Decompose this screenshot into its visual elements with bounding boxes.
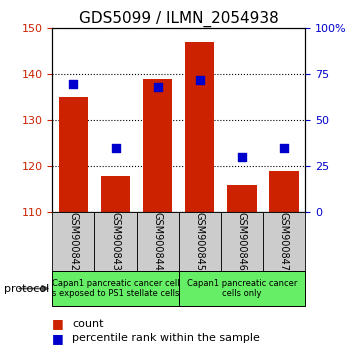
Bar	[52, 212, 95, 271]
Text: percentile rank within the sample: percentile rank within the sample	[72, 333, 260, 343]
Text: protocol: protocol	[4, 284, 49, 293]
Bar	[263, 212, 305, 271]
Bar	[179, 212, 221, 271]
Text: GSM900842: GSM900842	[68, 212, 78, 271]
Bar	[179, 271, 305, 306]
Point	[70, 81, 76, 86]
Bar	[185, 42, 214, 212]
Point	[197, 77, 203, 83]
Bar	[227, 185, 257, 212]
Point	[113, 145, 118, 151]
Text: Capan1 pancreatic cancer cell
s exposed to PS1 stellate cells: Capan1 pancreatic cancer cell s exposed …	[52, 279, 179, 298]
Text: count: count	[72, 319, 104, 329]
Bar	[136, 212, 179, 271]
Point	[281, 145, 287, 151]
Bar	[58, 97, 88, 212]
Text: GSM900843: GSM900843	[110, 212, 121, 271]
Bar	[101, 176, 130, 212]
Point	[239, 154, 245, 160]
Bar	[269, 171, 299, 212]
Text: Capan1 pancreatic cancer
cells only: Capan1 pancreatic cancer cells only	[187, 279, 297, 298]
Text: ■: ■	[52, 318, 64, 330]
Title: GDS5099 / ILMN_2054938: GDS5099 / ILMN_2054938	[79, 11, 279, 27]
Text: GSM900845: GSM900845	[195, 212, 205, 271]
Text: GSM900847: GSM900847	[279, 212, 289, 271]
Point	[155, 84, 161, 90]
Bar	[143, 79, 172, 212]
Bar	[52, 271, 179, 306]
Text: ■: ■	[52, 332, 64, 344]
Bar	[221, 212, 263, 271]
Bar	[95, 212, 136, 271]
Text: GSM900844: GSM900844	[153, 212, 163, 271]
Text: GSM900846: GSM900846	[237, 212, 247, 271]
